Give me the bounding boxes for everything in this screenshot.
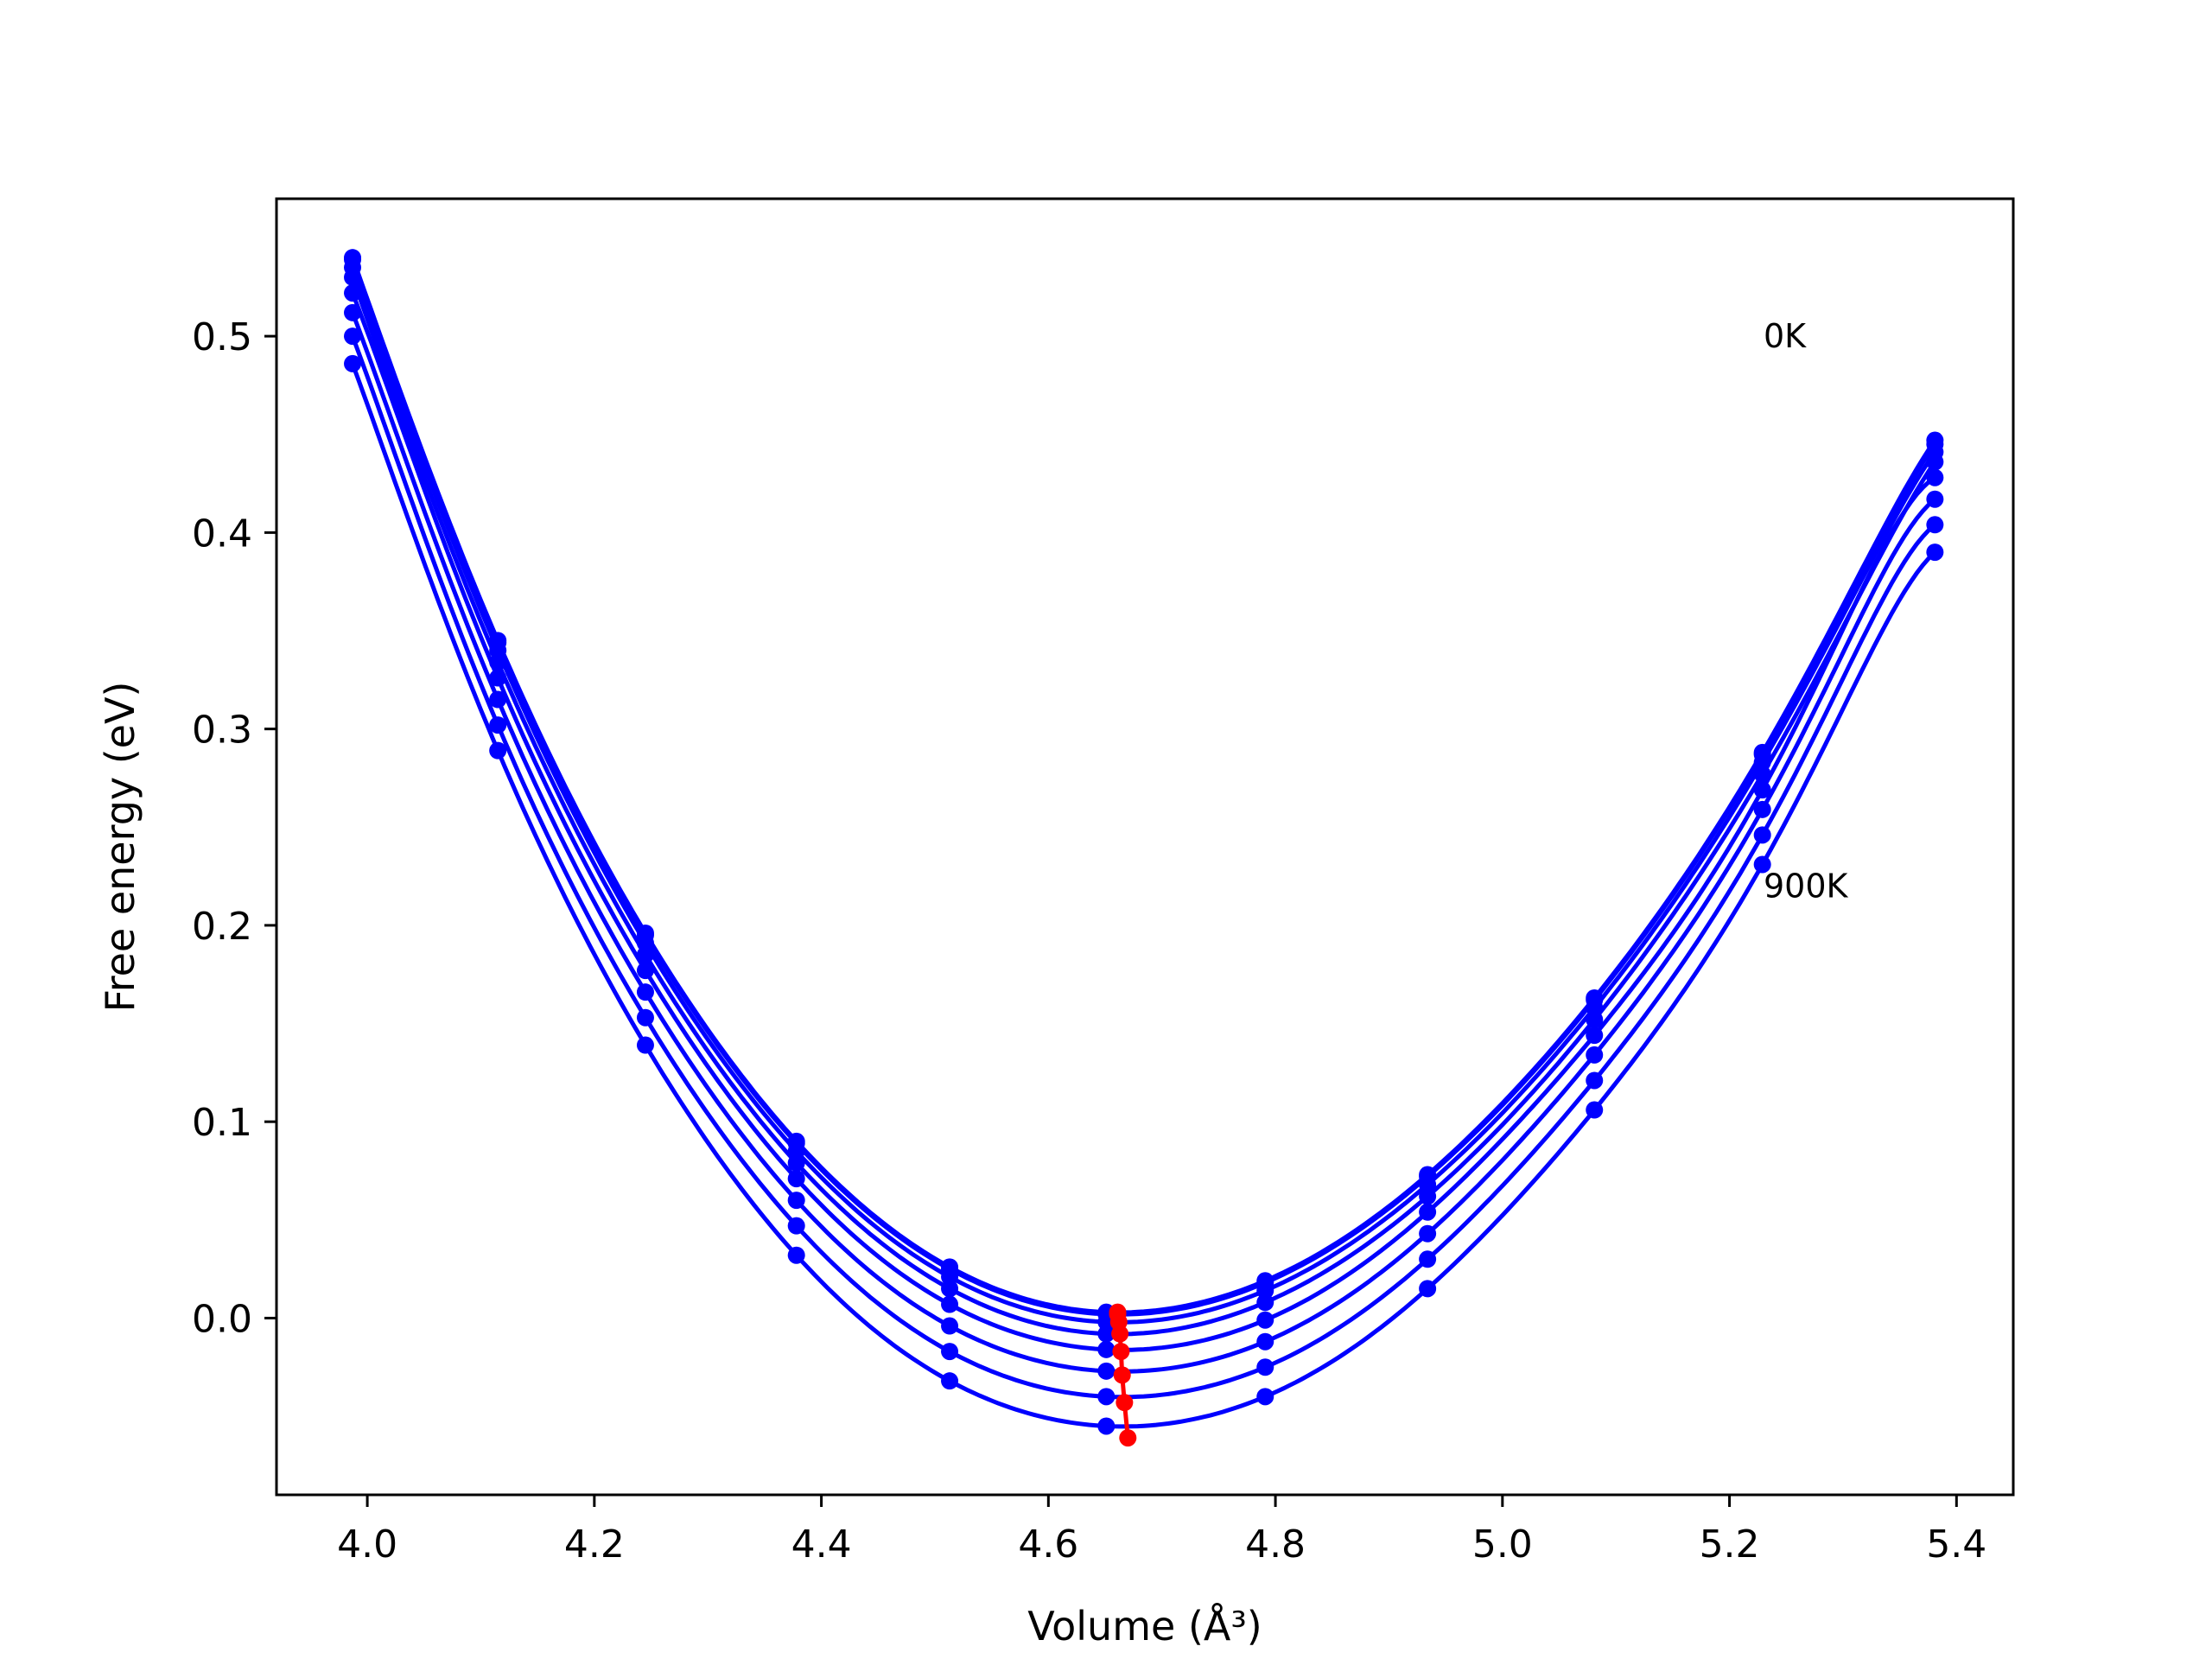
y-axis-label: Free energy (eV) — [97, 682, 143, 1013]
y-tick-label: 0.5 — [192, 315, 252, 359]
minimum-point-5 — [1112, 1343, 1130, 1361]
data-point-s5-9 — [1586, 1027, 1604, 1045]
x-tick-label: 4.2 — [564, 1522, 625, 1567]
data-point-s7-6 — [1097, 1388, 1116, 1406]
data-point-s8-7 — [1256, 1388, 1274, 1406]
x-tick-label: 5.4 — [1926, 1522, 1986, 1567]
data-point-s7-3 — [636, 1008, 654, 1027]
data-point-s8-11 — [1926, 543, 1944, 562]
data-point-s7-1 — [344, 327, 362, 346]
data-point-s7-11 — [1926, 516, 1944, 534]
minimum-point-8 — [1119, 1429, 1137, 1447]
plot-layer — [344, 249, 1944, 1447]
data-point-s4-6 — [1097, 1325, 1116, 1343]
data-point-s6-9 — [1586, 1046, 1604, 1064]
x-tick-label: 4.6 — [1018, 1522, 1078, 1567]
data-point-s6-1 — [344, 303, 362, 321]
data-point-s5-3 — [636, 962, 654, 980]
data-point-s8-3 — [636, 1036, 654, 1054]
series-curve-7 — [350, 335, 1937, 1400]
data-point-s6-3 — [636, 983, 654, 1001]
series-curve-3 — [350, 266, 1937, 1325]
data-point-s6-7 — [1256, 1332, 1274, 1351]
data-point-s5-2 — [489, 669, 507, 687]
data-point-s8-6 — [1097, 1417, 1116, 1435]
data-point-s4-8 — [1419, 1187, 1437, 1205]
data-point-s5-10 — [1753, 781, 1771, 799]
data-point-s7-9 — [1586, 1071, 1604, 1090]
data-point-s6-8 — [1419, 1224, 1437, 1243]
data-point-s6-2 — [489, 690, 507, 709]
data-point-s5-7 — [1256, 1311, 1274, 1329]
minimum-point-6 — [1113, 1366, 1131, 1384]
y-tick-label: 0.0 — [192, 1297, 252, 1341]
data-point-s6-10 — [1753, 800, 1771, 818]
data-point-s4-9 — [1586, 1011, 1604, 1028]
data-point-s4-1 — [344, 268, 362, 286]
data-point-s6-11 — [1926, 490, 1944, 508]
x-tick-label: 4.4 — [791, 1522, 852, 1567]
data-point-s8-2 — [489, 741, 507, 760]
data-point-s8-9 — [1586, 1101, 1604, 1119]
data-point-s8-5 — [941, 1372, 959, 1390]
y-tick-label: 0.3 — [192, 709, 252, 753]
y-axis: 0.0 0.1 0.2 0.3 0.4 0.5 — [192, 315, 276, 1341]
annotation-label-2: 900K — [1764, 867, 1849, 905]
y-tick-label: 0.1 — [192, 1101, 252, 1145]
minimum-point-4 — [1111, 1325, 1129, 1343]
data-point-s4-7 — [1256, 1294, 1274, 1312]
x-axis: 4.0 4.2 4.4 4.6 4.8 5.0 5.2 5.4 — [337, 1495, 1986, 1567]
series-curve-2 — [350, 258, 1937, 1317]
data-point-s4-11 — [1926, 453, 1944, 471]
data-point-s8-8 — [1419, 1280, 1437, 1298]
x-tick-label: 4.8 — [1245, 1522, 1306, 1567]
data-point-s7-5 — [941, 1343, 959, 1361]
data-point-s6-5 — [941, 1317, 959, 1335]
data-point-s7-2 — [489, 716, 507, 734]
x-axis-label: Volume (Å³) — [1027, 1603, 1262, 1649]
data-point-s5-1 — [344, 284, 362, 302]
x-tick-label: 5.2 — [1700, 1522, 1760, 1567]
series-curve-8 — [350, 363, 1937, 1429]
data-point-s8-4 — [787, 1246, 805, 1264]
series-curve-5 — [350, 292, 1936, 1352]
minimum-point-7 — [1116, 1394, 1134, 1412]
plot-frame — [275, 197, 2015, 1497]
data-point-s5-4 — [787, 1170, 805, 1188]
data-point-s5-11 — [1926, 468, 1944, 486]
data-point-s5-6 — [1097, 1340, 1116, 1358]
data-point-s5-8 — [1419, 1203, 1437, 1221]
data-point-s7-4 — [787, 1217, 805, 1235]
data-point-s7-7 — [1256, 1358, 1274, 1376]
data-point-s6-4 — [787, 1192, 805, 1210]
data-point-s7-10 — [1753, 826, 1771, 844]
data-point-s5-5 — [941, 1295, 959, 1313]
series-curve-6 — [350, 311, 1937, 1374]
data-point-s7-8 — [1419, 1250, 1437, 1268]
data-point-s4-4 — [787, 1154, 805, 1172]
data-point-s8-10 — [1753, 855, 1771, 874]
series-curve-4 — [350, 276, 1937, 1337]
y-tick-label: 0.2 — [192, 905, 252, 949]
x-tick-label: 5.0 — [1472, 1522, 1533, 1567]
data-point-s4-5 — [941, 1280, 959, 1298]
data-point-s8-1 — [344, 354, 362, 372]
annotation-label-1: 0K — [1764, 317, 1807, 355]
y-tick-label: 0.4 — [192, 512, 252, 556]
annotations: 0K 900K — [1764, 317, 1849, 905]
data-point-s6-6 — [1097, 1362, 1116, 1380]
x-tick-label: 4.0 — [337, 1522, 397, 1567]
